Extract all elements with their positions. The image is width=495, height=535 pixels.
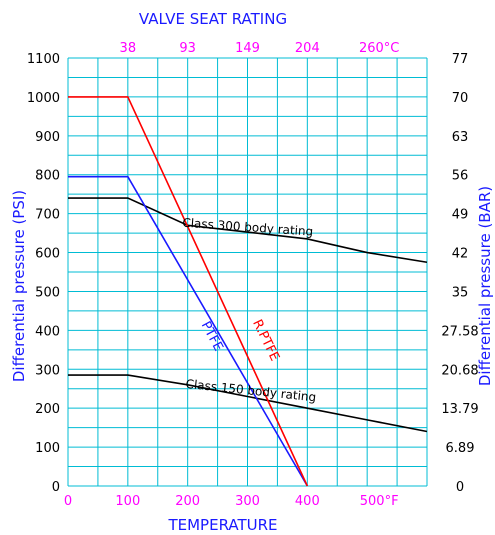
y-axis-label-left: Differential pressure (PSI) bbox=[10, 190, 28, 382]
x-top-tick-label: 204 bbox=[295, 41, 320, 56]
y-right-tick-label: 77 bbox=[452, 52, 469, 67]
x-tick-label: 300 bbox=[235, 494, 260, 509]
y-tick-label: 1000 bbox=[27, 91, 60, 106]
y-tick-label: 800 bbox=[35, 169, 60, 184]
x-top-tick-label: 38 bbox=[120, 41, 137, 56]
y-right-tick-label: 56 bbox=[452, 169, 469, 184]
x-top-tick-label: 149 bbox=[235, 41, 260, 56]
x-tick-label: 200 bbox=[175, 494, 200, 509]
y-tick-label: 1100 bbox=[27, 52, 60, 67]
series-line-class-300-body-rating bbox=[68, 197, 428, 264]
x-top-tick-label: 93 bbox=[179, 41, 196, 56]
y-right-tick-label: 0 bbox=[456, 480, 464, 495]
y-right-tick-label: 6.89 bbox=[446, 441, 475, 456]
y-right-tick-label: 70 bbox=[452, 91, 469, 106]
y-tick-label: 600 bbox=[35, 247, 60, 262]
y-right-tick-label: 63 bbox=[452, 130, 469, 145]
x-axis-label: TEMPERATURE bbox=[167, 516, 277, 534]
y-tick-label: 900 bbox=[35, 130, 60, 145]
chart-title: VALVE SEAT RATING bbox=[139, 10, 287, 28]
y-tick-label: 300 bbox=[35, 363, 60, 378]
series-line-class-150-body-rating bbox=[68, 374, 428, 433]
x-tick-label: 400 bbox=[295, 494, 320, 509]
grid bbox=[67, 57, 428, 487]
y-tick-label: 700 bbox=[35, 208, 60, 223]
series-lines bbox=[68, 96, 428, 487]
x-tick-label: 0 bbox=[64, 494, 72, 509]
y-right-tick-label: 35 bbox=[452, 285, 469, 300]
annotation-class-150: Class 150 body rating bbox=[185, 377, 317, 405]
y-tick-label: 0 bbox=[52, 480, 60, 495]
annotation-ptfe: PTFE bbox=[198, 319, 226, 354]
x-tick-label: 500°F bbox=[360, 494, 399, 509]
y-right-tick-label: 49 bbox=[452, 208, 469, 223]
series-line-r-ptfe bbox=[68, 96, 309, 487]
x-top-tick-label: 260°C bbox=[359, 41, 399, 56]
labels: 01002003004005006007008009001000110006.8… bbox=[27, 41, 479, 509]
y-tick-label: 100 bbox=[35, 441, 60, 456]
y-tick-label: 400 bbox=[35, 324, 60, 339]
y-right-tick-label: 42 bbox=[452, 247, 469, 262]
y-right-tick-label: 27.58 bbox=[441, 324, 478, 339]
y-right-tick-label: 13.79 bbox=[441, 402, 478, 417]
y-axis-label-right: Differential pressure (BAR) bbox=[476, 186, 494, 386]
series-line-ptfe bbox=[68, 175, 309, 487]
y-tick-label: 500 bbox=[35, 285, 60, 300]
x-tick-label: 100 bbox=[115, 494, 140, 509]
y-tick-label: 200 bbox=[35, 402, 60, 417]
y-right-tick-label: 20.68 bbox=[441, 363, 478, 378]
